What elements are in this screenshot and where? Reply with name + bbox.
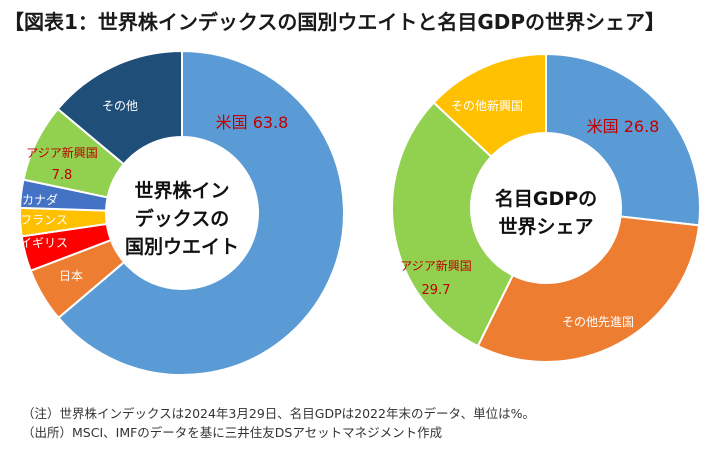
slice-label-1-1: 米国 63.8 — [216, 113, 289, 132]
slice-label-1-3: イギリス — [20, 236, 68, 250]
center-label-1-2: デックスの — [135, 207, 229, 230]
slice-label-2-2: その他先進国 — [562, 315, 634, 329]
slice-2-4 — [432, 52, 547, 159]
slice-value-1-6: 7.8 — [52, 168, 73, 183]
slice-2-2 — [476, 215, 701, 363]
slice-label-1-6: アジア新興国 — [26, 145, 98, 160]
slice-label-1-7: その他 — [102, 99, 138, 113]
slice-1-7 — [56, 49, 183, 166]
footnote-note: （注）世界株インデックスは2024年3月29日、名目GDPは2022年末のデータ… — [22, 406, 535, 421]
slice-1-1 — [57, 49, 345, 376]
footnotes: （注）世界株インデックスは2024年3月29日、名目GDPは2022年末のデータ… — [22, 404, 535, 442]
center-label-1-3: 国別ウエイト — [125, 236, 239, 258]
center-label-2-2: 世界シェア — [498, 216, 593, 238]
slice-2-3 — [391, 101, 515, 348]
slice-value-2-3: 29.7 — [422, 283, 451, 298]
slice-label-2-4: その他新興国 — [451, 98, 523, 113]
slice-2-1 — [545, 52, 701, 227]
center-label-1-1: 世界株イン — [134, 179, 229, 202]
center-label-2-1: 名目GDPの — [495, 187, 597, 210]
footnote-source: （出所）MSCI、IMFのデータを基に三井住友DSアセットマネジメント作成 — [22, 425, 443, 440]
slice-label-2-3: アジア新興国 — [400, 258, 472, 273]
donut-chart-1: 米国 63.8 日本 イギリス フランス カナダ アジア新興国 7.8 その他世界株インデック… — [19, 49, 345, 376]
slice-label-2-1: 米国 26.8 — [587, 117, 660, 136]
slice-label-1-4: フランス — [20, 213, 68, 227]
slice-label-1-5: カナダ — [22, 192, 58, 207]
slice-label-1-2: 日本 — [59, 269, 83, 283]
chart-title: 【図表1：世界株インデックスの国別ウエイトと名目GDPの世界シェア】 — [4, 10, 665, 34]
